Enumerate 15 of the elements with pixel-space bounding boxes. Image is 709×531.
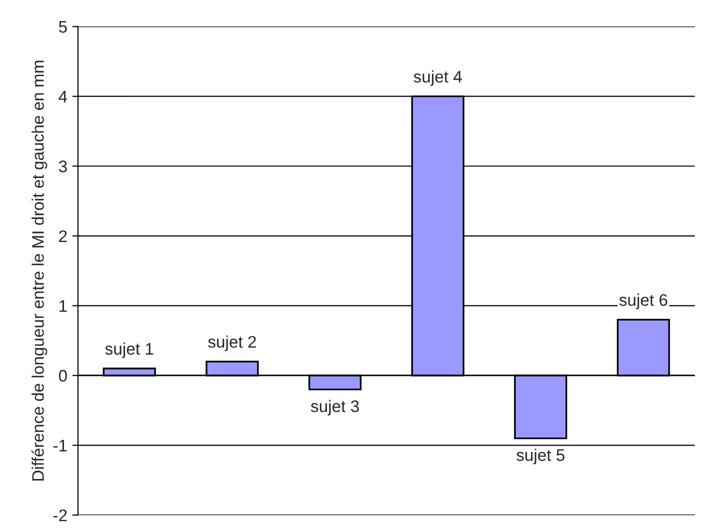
y-tick-label: 0 [58, 370, 67, 382]
y-tick-label: -2 [53, 509, 67, 522]
y-tick-label: -1 [53, 440, 67, 452]
y-axis-title: Différence de longueur entre le MI droit et gauche en mm [31, 60, 48, 481]
y-tick-label: 5 [58, 21, 67, 33]
x-tick-label: sujet 1 [105, 342, 154, 358]
y-tick-label: 4 [58, 90, 68, 102]
y-tick-label: 1 [60, 300, 67, 312]
x-tick-label: sujet 4 [414, 70, 462, 86]
y-tick-label: 3 [58, 160, 67, 172]
x-tick-label: sujet 2 [208, 336, 256, 352]
x-tick-label: sujet 5 [516, 448, 564, 464]
x-tick-label: sujet 3 [310, 400, 359, 416]
x-tick-label: sujet 6 [619, 294, 668, 310]
y-tick-label: 2 [59, 230, 67, 242]
